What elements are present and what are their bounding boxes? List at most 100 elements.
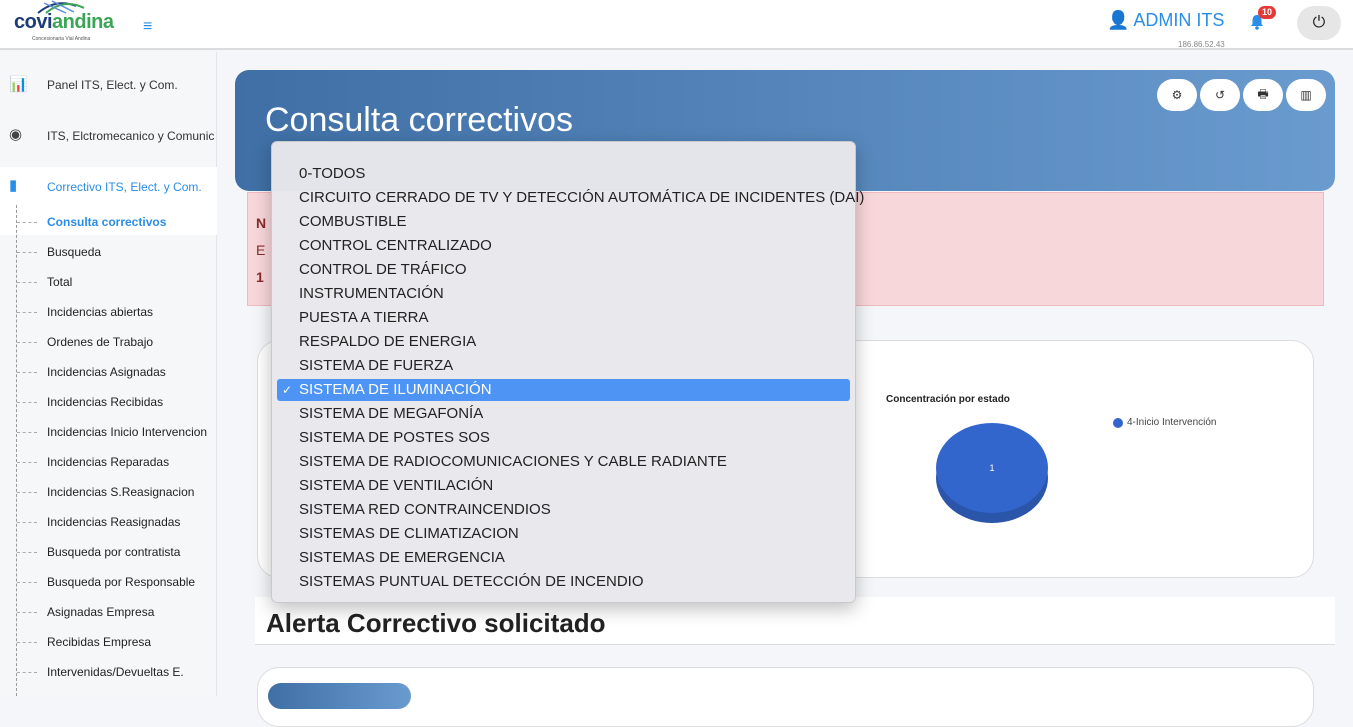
pie-chart: 1 bbox=[936, 423, 1048, 523]
user-menu[interactable]: 👤 ADMIN ITS bbox=[1107, 9, 1224, 31]
tree-dash bbox=[17, 492, 37, 493]
tree-dash bbox=[17, 432, 37, 433]
power-button[interactable]: ⏻ bbox=[1297, 6, 1341, 40]
sidebar-subitem[interactable]: Asignadas Empresa bbox=[47, 605, 155, 619]
sidebar-item-correctivo[interactable]: Correctivo ITS, Elect. y Com. bbox=[47, 180, 202, 194]
history-button[interactable]: ↺ bbox=[1200, 79, 1240, 111]
chart-legend[interactable]: 4-Inicio Intervención bbox=[1113, 417, 1217, 429]
page-title: Consulta correctivos bbox=[265, 101, 574, 139]
user-name: ADMIN ITS bbox=[1133, 10, 1225, 30]
sidebar-item-panel[interactable]: Panel ITS, Elect. y Com. bbox=[47, 78, 178, 92]
tree-dash bbox=[17, 402, 37, 403]
sidebar-subitem[interactable]: Busqueda por contratista bbox=[47, 545, 181, 559]
sidebar-subitem[interactable]: Incidencias S.Reasignacion bbox=[47, 485, 195, 499]
alert-line: E bbox=[256, 242, 266, 258]
pie-data-label: 1 bbox=[989, 463, 994, 473]
tree-dash bbox=[17, 342, 37, 343]
tree-dash bbox=[17, 372, 37, 373]
tree-dash bbox=[17, 522, 37, 523]
sidebar-subitem[interactable]: Recibidas Empresa bbox=[47, 635, 152, 649]
settings-button[interactable]: ⚙ bbox=[1157, 79, 1197, 111]
pie-slice[interactable] bbox=[936, 423, 1048, 513]
dropdown-option[interactable]: SISTEMA DE POSTES SOS bbox=[277, 426, 850, 450]
alert-line: 1 bbox=[256, 269, 264, 285]
barcode-button[interactable]: ▥ bbox=[1286, 79, 1326, 111]
dropdown-option[interactable]: SISTEMA DE FUERZA bbox=[277, 354, 850, 378]
logo-text: coviandina bbox=[14, 11, 114, 33]
checkmark-icon: ✓ bbox=[282, 383, 293, 397]
sidebar-subitem[interactable]: Consulta correctivos bbox=[47, 215, 167, 229]
sidebar-subitem[interactable]: Intervenidas/Devueltas E. bbox=[47, 665, 184, 679]
dropdown-option[interactable]: SISTEMA DE RADIOCOMUNICACIONES Y CABLE R… bbox=[277, 450, 850, 474]
sidebar-subitem[interactable]: Busqueda por Responsable bbox=[47, 575, 196, 589]
notification-badge: 10 bbox=[1258, 6, 1277, 19]
tree-dash bbox=[17, 642, 37, 643]
sidebar bbox=[0, 52, 217, 696]
status-pill[interactable] bbox=[268, 683, 411, 709]
dropdown-option[interactable]: SISTEMA RED CONTRAINCENDIOS bbox=[277, 498, 850, 522]
print-icon: 🖶 bbox=[1257, 86, 1269, 101]
dropdown-option[interactable]: ✓ SISTEMA DE ILUMINACIÓN bbox=[277, 379, 850, 401]
option-label: SISTEMA DE POSTES SOS bbox=[299, 429, 490, 446]
sidebar-subitem[interactable]: Incidencias abiertas bbox=[47, 305, 154, 319]
option-label: CIRCUITO CERRADO DE TV Y DETECCIÓN AUTOM… bbox=[299, 189, 865, 206]
dropdown-option[interactable]: PUESTA A TIERRA bbox=[277, 306, 850, 330]
podcast-icon: ◉ bbox=[9, 126, 23, 143]
ip-address: 186.86.52.43 bbox=[1178, 40, 1225, 49]
sidebar-subitem[interactable]: Total bbox=[47, 275, 73, 289]
coviandina-logo[interactable]: coviandina Concesionaria Vial Andina bbox=[14, 0, 114, 44]
option-label: CONTROL CENTRALIZADO bbox=[299, 237, 492, 254]
tree-dash bbox=[17, 282, 37, 283]
history-icon: ↺ bbox=[1214, 88, 1226, 102]
top-header: coviandina Concesionaria Vial Andina ≡ 👤… bbox=[0, 0, 1353, 50]
legend-label: 4-Inicio Intervención bbox=[1127, 417, 1217, 428]
legend-swatch bbox=[1113, 418, 1123, 428]
sidebar-subitem[interactable]: Incidencias Inicio Intervencion bbox=[47, 425, 208, 439]
dropdown-option[interactable]: SISTEMA DE VENTILACIÓN bbox=[277, 474, 850, 498]
option-label: SISTEMAS DE CLIMATIZACION bbox=[299, 525, 519, 542]
alert-line: N bbox=[256, 215, 267, 231]
tree-dash bbox=[17, 222, 37, 223]
dropdown-option[interactable]: COMBUSTIBLE bbox=[277, 210, 850, 234]
option-label: RESPALDO DE ENERGIA bbox=[299, 333, 477, 350]
sidebar-subitem[interactable]: Ordenes de Trabajo bbox=[47, 335, 154, 349]
sidebar-item-its[interactable]: ITS, Elctromecanico y Comunicaciones bbox=[47, 129, 215, 143]
option-label: SISTEMA RED CONTRAINCENDIOS bbox=[299, 501, 551, 518]
print-button[interactable]: 🖶 bbox=[1243, 79, 1283, 111]
option-label: SISTEMA DE VENTILACIÓN bbox=[299, 477, 494, 494]
power-icon: ⏻ bbox=[1312, 14, 1326, 31]
logo-mark-icon bbox=[37, 0, 85, 14]
dropdown-option[interactable]: SISTEMAS PUNTUAL DETECCIÓN DE INCENDIO bbox=[277, 570, 850, 594]
dropdown-option[interactable]: 0-TODOS bbox=[277, 162, 850, 186]
tree-dash bbox=[17, 552, 37, 553]
dropdown-option[interactable]: SISTEMAS DE CLIMATIZACION bbox=[277, 522, 850, 546]
option-label: INSTRUMENTACIÓN bbox=[299, 285, 444, 302]
option-label: SISTEMAS PUNTUAL DETECCIÓN DE INCENDIO bbox=[299, 573, 644, 590]
dropdown-option[interactable]: INSTRUMENTACIÓN bbox=[277, 282, 850, 306]
option-label: SISTEMA DE MEGAFONÍA bbox=[299, 405, 484, 422]
system-dropdown-list[interactable]: 0-TODOS CIRCUITO CERRADO DE TV Y DETECCIÓ… bbox=[271, 141, 864, 603]
sidebar-subitem[interactable]: Incidencias Reasignadas bbox=[47, 515, 181, 529]
bar-chart-icon: 📊 bbox=[9, 76, 28, 93]
alert-card bbox=[257, 667, 1314, 727]
dropdown-option[interactable]: CONTROL CENTRALIZADO bbox=[277, 234, 850, 258]
sidebar-subitem[interactable]: Incidencias Asignadas bbox=[47, 365, 166, 379]
barcode-icon: ▥ bbox=[1300, 88, 1312, 102]
section-header: Alerta Correctivo solicitado bbox=[255, 597, 1335, 645]
user-icon: 👤 bbox=[1107, 10, 1130, 30]
sidebar-subitem[interactable]: Incidencias Reparadas bbox=[47, 455, 170, 469]
tree-line bbox=[16, 205, 17, 696]
option-label: SISTEMA DE ILUMINACIÓN bbox=[299, 381, 492, 398]
dropdown-option[interactable]: SISTEMA DE MEGAFONÍA bbox=[277, 402, 850, 426]
sidebar-active-bg bbox=[0, 167, 217, 235]
dropdown-option[interactable]: CIRCUITO CERRADO DE TV Y DETECCIÓN AUTOM… bbox=[277, 186, 864, 210]
option-label: COMBUSTIBLE bbox=[299, 213, 407, 230]
chart-title: Concentración por estado bbox=[886, 394, 1010, 405]
sidebar-subitem[interactable]: Incidencias Recibidas bbox=[47, 395, 164, 409]
dropdown-option[interactable]: RESPALDO DE ENERGIA bbox=[277, 330, 850, 354]
dropdown-option[interactable]: SISTEMAS DE EMERGENCIA bbox=[277, 546, 850, 570]
sidebar-subitem[interactable]: Busqueda bbox=[47, 245, 102, 259]
menu-toggle-icon[interactable]: ≡ bbox=[143, 18, 153, 35]
tree-dash bbox=[17, 252, 37, 253]
dropdown-option[interactable]: CONTROL DE TRÁFICO bbox=[277, 258, 850, 282]
